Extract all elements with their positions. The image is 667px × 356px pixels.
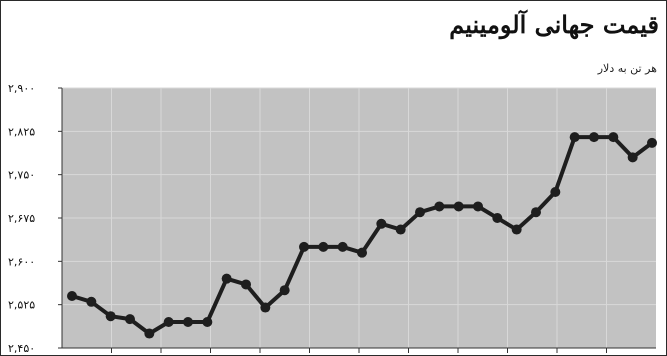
data-series xyxy=(67,132,657,339)
y-tick-label: ۲,۶۷۵ xyxy=(8,212,35,225)
data-point xyxy=(511,224,522,235)
data-point xyxy=(434,201,445,212)
y-tick-label: ۲,۴۵۰ xyxy=(8,342,35,355)
data-point xyxy=(492,213,503,223)
y-axis: ۲,۴۵۰ ۲,۵۲۵ ۲,۶۰۰ ۲,۶۷۵ ۲,۷۵۰ ۲,۸۲۵ ۲,۹۰۰ xyxy=(8,82,63,355)
data-point xyxy=(299,241,309,252)
data-point xyxy=(473,201,483,212)
data-point xyxy=(105,311,116,322)
y-tick-label: ۲,۸۲۵ xyxy=(8,125,35,138)
data-point xyxy=(357,247,367,258)
data-point xyxy=(647,137,657,148)
chart-title: قیمت جهانی آلومینیم xyxy=(449,10,659,39)
data-point xyxy=(550,187,561,197)
chart-subtitle: هر تن به دلار xyxy=(597,62,657,75)
data-point xyxy=(67,291,77,301)
y-tick-label: ۲,۹۰۰ xyxy=(8,82,35,95)
data-point xyxy=(318,241,329,252)
data-point xyxy=(202,317,213,327)
y-tick-label: ۲,۶۰۰ xyxy=(8,255,35,268)
data-point xyxy=(569,132,580,143)
data-point xyxy=(260,302,271,313)
data-point xyxy=(86,296,97,307)
data-point xyxy=(144,328,155,339)
data-point xyxy=(337,241,348,252)
data-point xyxy=(279,285,290,296)
data-point xyxy=(376,218,387,229)
x-axis xyxy=(62,347,656,353)
data-point xyxy=(415,207,425,218)
grid-lines xyxy=(62,87,656,348)
y-tick-label: ۲,۵۲۵ xyxy=(8,299,35,312)
y-tick-label: ۲,۷۵۰ xyxy=(8,169,35,182)
data-point xyxy=(241,279,251,290)
data-point xyxy=(125,314,135,325)
data-point xyxy=(627,152,638,163)
data-point xyxy=(163,317,174,327)
data-point xyxy=(453,201,464,212)
data-point xyxy=(395,224,406,235)
data-point xyxy=(589,132,599,143)
data-point xyxy=(183,317,193,327)
data-point xyxy=(221,273,232,284)
data-point xyxy=(531,207,541,218)
data-point xyxy=(608,132,619,143)
